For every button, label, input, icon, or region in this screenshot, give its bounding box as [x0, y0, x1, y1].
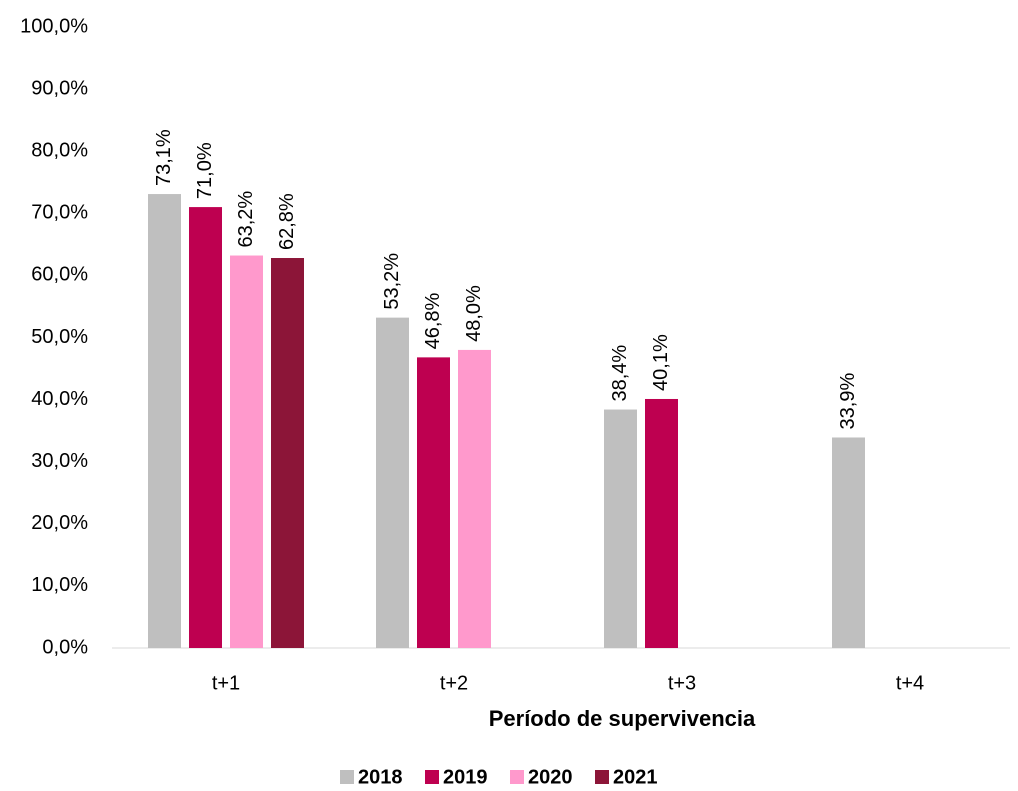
legend-swatch [340, 770, 354, 784]
y-tick-label: 20,0% [31, 512, 88, 534]
bar [148, 194, 181, 648]
y-tick-label: 70,0% [31, 202, 88, 224]
data-label: 71,0% [194, 142, 216, 199]
legend-swatch [595, 770, 609, 784]
bar [376, 317, 409, 648]
bar [230, 255, 263, 648]
x-tick-label: t+3 [668, 672, 696, 694]
legend: 2018 2019 2020 2021 [340, 766, 658, 788]
data-label: 53,2% [381, 253, 403, 310]
y-tick-label: 10,0% [31, 574, 88, 596]
x-axis-title: Período de supervivencia [489, 706, 756, 731]
y-tick-label: 50,0% [31, 326, 88, 348]
legend-swatch [510, 770, 524, 784]
data-label: 46,8% [422, 292, 444, 349]
bar [604, 409, 637, 648]
x-tick-label: t+1 [212, 672, 240, 694]
data-label: 38,4% [609, 345, 631, 402]
data-label: 48,0% [463, 285, 485, 342]
y-tick-label: 0,0% [42, 636, 88, 658]
data-label: 62,8% [276, 193, 298, 250]
y-tick-label: 40,0% [31, 388, 88, 410]
legend-label: 2018 [358, 766, 403, 788]
bar [189, 207, 222, 648]
data-label: 40,1% [650, 334, 672, 391]
x-tick-label: t+4 [896, 672, 924, 694]
legend-label: 2019 [443, 766, 488, 788]
y-tick-label: 60,0% [31, 264, 88, 286]
data-label: 63,2% [235, 191, 257, 248]
data-label: 73,1% [153, 129, 175, 186]
bar [417, 357, 450, 648]
y-tick-label: 80,0% [31, 139, 88, 161]
data-label: 33,9% [837, 373, 859, 430]
y-tick-label: 100,0% [20, 15, 88, 37]
x-tick-label: t+2 [440, 672, 468, 694]
y-tick-label: 30,0% [31, 450, 88, 472]
legend-label: 2021 [613, 766, 658, 788]
legend-label: 2020 [528, 766, 573, 788]
bar [458, 349, 491, 648]
legend-swatch [425, 770, 439, 784]
bar [645, 398, 678, 648]
bar [832, 437, 865, 648]
bar [271, 258, 304, 648]
y-tick-label: 90,0% [31, 77, 88, 99]
